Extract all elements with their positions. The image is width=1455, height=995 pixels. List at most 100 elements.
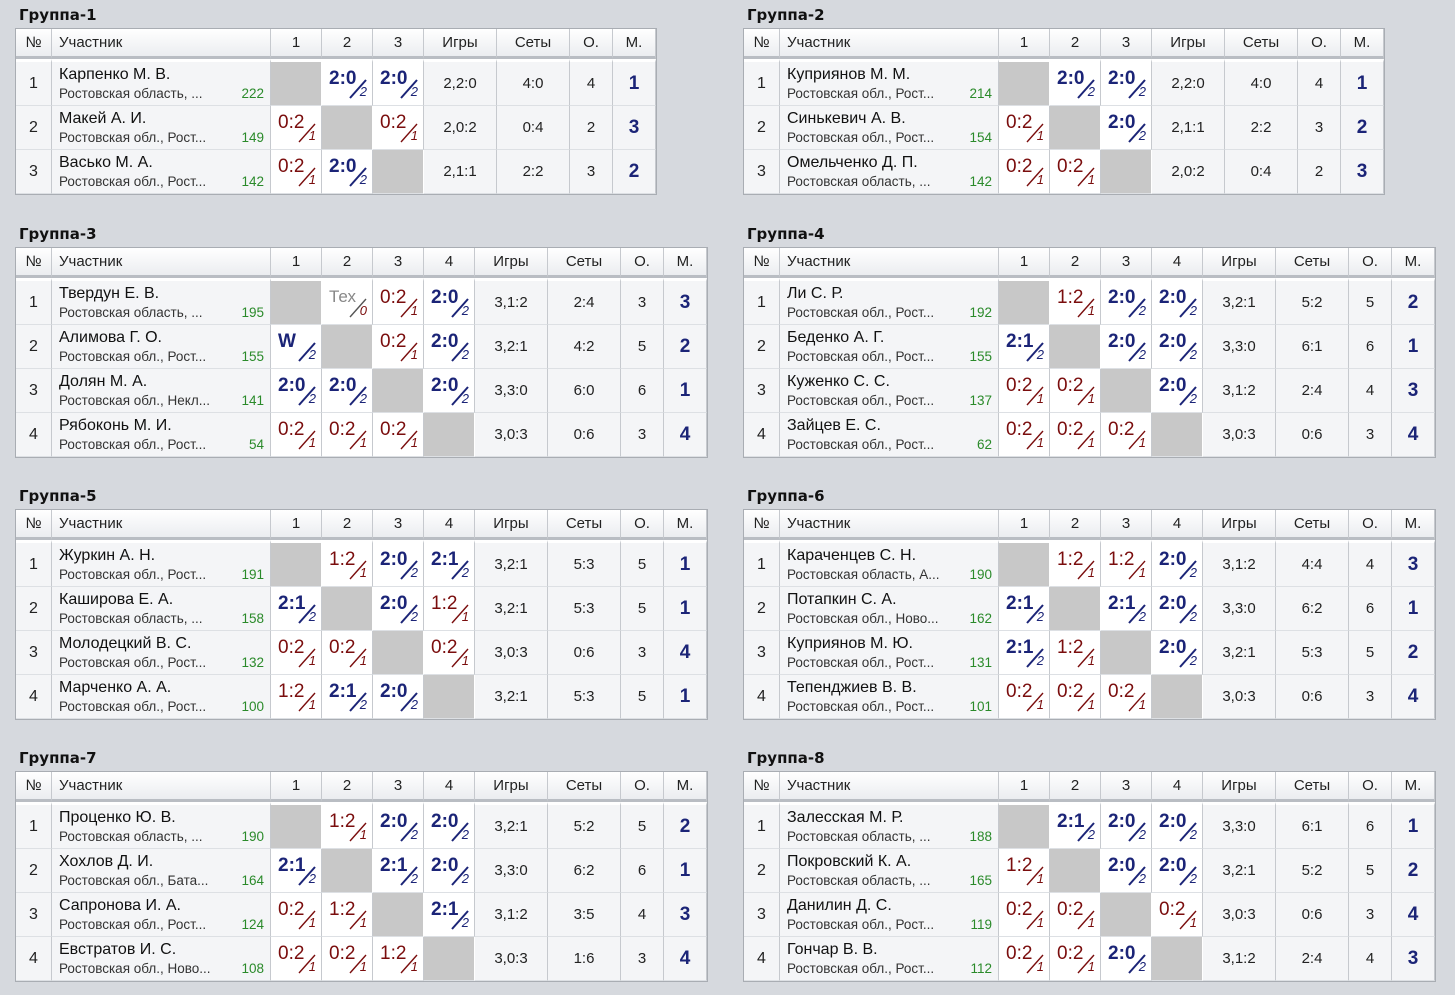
header-games[interactable]: Игры (475, 248, 548, 278)
match-result-cell[interactable]: 0:2 1 (1050, 413, 1101, 457)
table-row[interactable]: 2 Алимова Г. О. Ростовская обл., Рост... 15… (16, 325, 707, 369)
header-points[interactable]: О. (1349, 772, 1392, 802)
match-result-cell[interactable]: 2:1 2 (373, 849, 424, 893)
match-result-cell[interactable]: 0:2 1 (373, 278, 424, 325)
header-player[interactable]: Участник (52, 510, 271, 540)
header-opponent-2[interactable]: 2 (1050, 510, 1101, 540)
match-result-cell[interactable]: 0:2 1 (322, 631, 373, 675)
player-cell[interactable]: Долян М. А. Ростовская обл., Некл... 141 (52, 369, 271, 413)
player-cell[interactable]: Залесская М. Р. Ростовская область, ... 18… (780, 802, 999, 849)
player-cell[interactable]: Карпенко М. В. Ростовская область, ... 222 (52, 59, 271, 106)
player-name[interactable]: Молодецкий В. С. (59, 635, 192, 652)
match-result-cell[interactable]: 2:0 2 (424, 325, 475, 369)
match-result-cell[interactable]: 0:2 1 (1101, 675, 1152, 719)
player-cell[interactable]: Рябоконь М. И. Ростовская обл., Рост... 54 (52, 413, 271, 457)
header-games[interactable]: Игры (424, 29, 497, 59)
player-cell[interactable]: Журкин А. Н. Ростовская обл., Рост... 191 (52, 540, 271, 587)
table-row[interactable]: 2 Беденко А. Г. Ростовская обл., Рост... 15… (744, 325, 1435, 369)
header-num[interactable]: № (744, 248, 780, 278)
match-result-cell[interactable]: 0:2 1 (999, 675, 1050, 719)
player-name[interactable]: Покровский К. А. (787, 853, 912, 870)
match-result-cell[interactable]: 1:2 1 (1050, 631, 1101, 675)
header-opponent-1[interactable]: 1 (271, 248, 322, 278)
header-player[interactable]: Участник (780, 510, 999, 540)
player-name[interactable]: Ли С. Р. (787, 285, 844, 302)
match-result-cell[interactable]: 2:0 2 (1152, 278, 1203, 325)
match-result-cell[interactable]: 0:2 1 (373, 325, 424, 369)
match-result-cell[interactable]: 2:0 2 (1101, 59, 1152, 106)
match-result-cell[interactable]: 2:0 2 (1152, 802, 1203, 849)
player-name[interactable]: Куприянов М. М. (787, 66, 911, 83)
match-result-cell[interactable]: 2:0 2 (373, 587, 424, 631)
match-result-cell[interactable]: 2:1 2 (424, 893, 475, 937)
player-cell[interactable]: Синькевич А. В. Ростовская обл., Рост... 1… (780, 106, 999, 150)
match-result-cell[interactable]: Тех 0 (322, 278, 373, 325)
match-result-cell[interactable]: 2:0 2 (1101, 849, 1152, 893)
header-opponent-4[interactable]: 4 (424, 510, 475, 540)
match-result-cell[interactable]: 2:0 2 (322, 369, 373, 413)
player-name[interactable]: Данилин Д. С. (787, 897, 892, 914)
match-result-cell[interactable]: 1:2 1 (424, 587, 475, 631)
table-row[interactable]: 1 Куприянов М. М. Ростовская обл., Рост...… (744, 59, 1384, 106)
match-result-cell[interactable]: 2:0 2 (1152, 631, 1203, 675)
player-cell[interactable]: Данилин Д. С. Ростовская обл., Рост... 119 (780, 893, 999, 937)
header-opponent-3[interactable]: 3 (1101, 772, 1152, 802)
header-opponent-2[interactable]: 2 (1050, 772, 1101, 802)
header-points[interactable]: О. (1349, 510, 1392, 540)
player-name[interactable]: Алимова Г. О. (59, 329, 162, 346)
header-place[interactable]: М. (1341, 29, 1384, 59)
header-num[interactable]: № (16, 248, 52, 278)
header-opponent-4[interactable]: 4 (1152, 510, 1203, 540)
match-result-cell[interactable]: 0:2 1 (322, 413, 373, 457)
player-name[interactable]: Рябоконь М. И. (59, 417, 172, 434)
match-result-cell[interactable]: 0:2 1 (373, 413, 424, 457)
match-result-cell[interactable]: 1:2 1 (322, 540, 373, 587)
header-opponent-1[interactable]: 1 (999, 29, 1050, 59)
match-result-cell[interactable]: 2:0 2 (271, 369, 322, 413)
player-cell[interactable]: Гончар В. В. Ростовская обл., Рост... 112 (780, 937, 999, 981)
match-result-cell[interactable]: 0:2 1 (999, 106, 1050, 150)
header-opponent-1[interactable]: 1 (999, 248, 1050, 278)
player-name[interactable]: Синькевич А. В. (787, 110, 906, 127)
player-name[interactable]: Залесская М. Р. (787, 809, 904, 826)
table-row[interactable]: 4 Тепенджиев В. В. Ростовская обл., Рост..… (744, 675, 1435, 719)
match-result-cell[interactable]: 0:2 1 (1050, 937, 1101, 981)
header-player[interactable]: Участник (780, 29, 999, 59)
match-result-cell[interactable]: 0:2 1 (999, 893, 1050, 937)
match-result-cell[interactable]: 2:0 2 (1152, 587, 1203, 631)
player-name[interactable]: Журкин А. Н. (59, 547, 156, 564)
player-name[interactable]: Хохлов Д. И. (59, 853, 154, 870)
player-name[interactable]: Васько М. А. (59, 154, 153, 171)
player-name[interactable]: Макей А. И. (59, 110, 147, 127)
table-row[interactable]: 2 Каширова Е. А. Ростовская область, ... 15… (16, 587, 707, 631)
table-row[interactable]: 3 Молодецкий В. С. Ростовская обл., Рост..… (16, 631, 707, 675)
header-player[interactable]: Участник (780, 248, 999, 278)
table-row[interactable]: 4 Зайцев Е. С. Ростовская обл., Рост... 62 0… (744, 413, 1435, 457)
player-cell[interactable]: Караченцев С. Н. Ростовская область, А...… (780, 540, 999, 587)
match-result-cell[interactable]: 2:0 2 (424, 369, 475, 413)
table-row[interactable]: 1 Караченцев С. Н. Ростовская область, А..… (744, 540, 1435, 587)
header-opponent-2[interactable]: 2 (1050, 248, 1101, 278)
header-place[interactable]: М. (1392, 772, 1435, 802)
header-opponent-2[interactable]: 2 (322, 29, 373, 59)
player-cell[interactable]: Омельченко Д. П. Ростовская область, ... 1… (780, 150, 999, 194)
match-result-cell[interactable]: 2:0 2 (424, 802, 475, 849)
match-result-cell[interactable]: 2:0 2 (1101, 937, 1152, 981)
player-name[interactable]: Долян М. А. (59, 373, 148, 390)
match-result-cell[interactable]: 0:2 1 (271, 937, 322, 981)
header-sets[interactable]: Сеты (1276, 510, 1349, 540)
header-opponent-3[interactable]: 3 (1101, 248, 1152, 278)
header-sets[interactable]: Сеты (1225, 29, 1298, 59)
match-result-cell[interactable]: 2:0 2 (322, 59, 373, 106)
player-cell[interactable]: Васько М. А. Ростовская обл., Рост... 142 (52, 150, 271, 194)
match-result-cell[interactable]: 2:1 2 (999, 587, 1050, 631)
match-result-cell[interactable]: 2:0 2 (424, 849, 475, 893)
header-games[interactable]: Игры (1203, 510, 1276, 540)
match-result-cell[interactable]: 1:2 1 (373, 937, 424, 981)
player-cell[interactable]: Молодецкий В. С. Ростовская обл., Рост...… (52, 631, 271, 675)
player-cell[interactable]: Макей А. И. Ростовская обл., Рост... 149 (52, 106, 271, 150)
match-result-cell[interactable]: 2:1 2 (424, 540, 475, 587)
match-result-cell[interactable]: 2:0 2 (1050, 59, 1101, 106)
match-result-cell[interactable]: 2:0 2 (373, 802, 424, 849)
table-row[interactable]: 4 Евстратов И. С. Ростовская обл., Ново...… (16, 937, 707, 981)
